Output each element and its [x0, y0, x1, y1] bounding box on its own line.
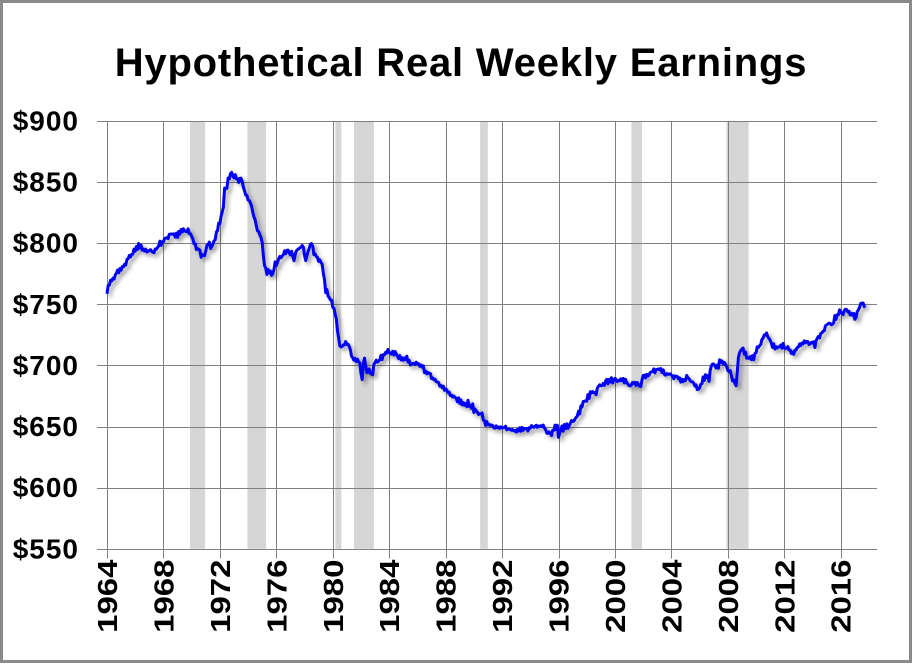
svg-text:1976: 1976 — [262, 560, 293, 633]
svg-text:$650: $650 — [13, 411, 79, 442]
svg-text:Hypothetical Real Weekly Earni: Hypothetical Real Weekly Earnings — [115, 41, 808, 85]
svg-text:2004: 2004 — [657, 559, 688, 632]
svg-text:1988: 1988 — [431, 559, 462, 632]
svg-text:$850: $850 — [13, 167, 79, 198]
svg-text:1980: 1980 — [318, 560, 349, 633]
svg-text:$700: $700 — [13, 350, 79, 381]
svg-text:2000: 2000 — [600, 560, 631, 633]
svg-text:1968: 1968 — [149, 559, 180, 632]
svg-text:2008: 2008 — [713, 559, 744, 632]
svg-text:1972: 1972 — [205, 560, 236, 633]
svg-text:1996: 1996 — [544, 560, 575, 633]
svg-text:1992: 1992 — [488, 560, 519, 633]
svg-text:$550: $550 — [13, 533, 79, 564]
svg-text:1984: 1984 — [375, 559, 406, 632]
svg-text:1964: 1964 — [92, 559, 123, 632]
svg-text:$900: $900 — [13, 106, 79, 137]
svg-text:$750: $750 — [13, 289, 79, 320]
svg-text:2012: 2012 — [770, 560, 801, 633]
svg-text:2016: 2016 — [826, 560, 857, 633]
svg-text:$800: $800 — [13, 228, 79, 259]
svg-text:$600: $600 — [13, 472, 79, 503]
